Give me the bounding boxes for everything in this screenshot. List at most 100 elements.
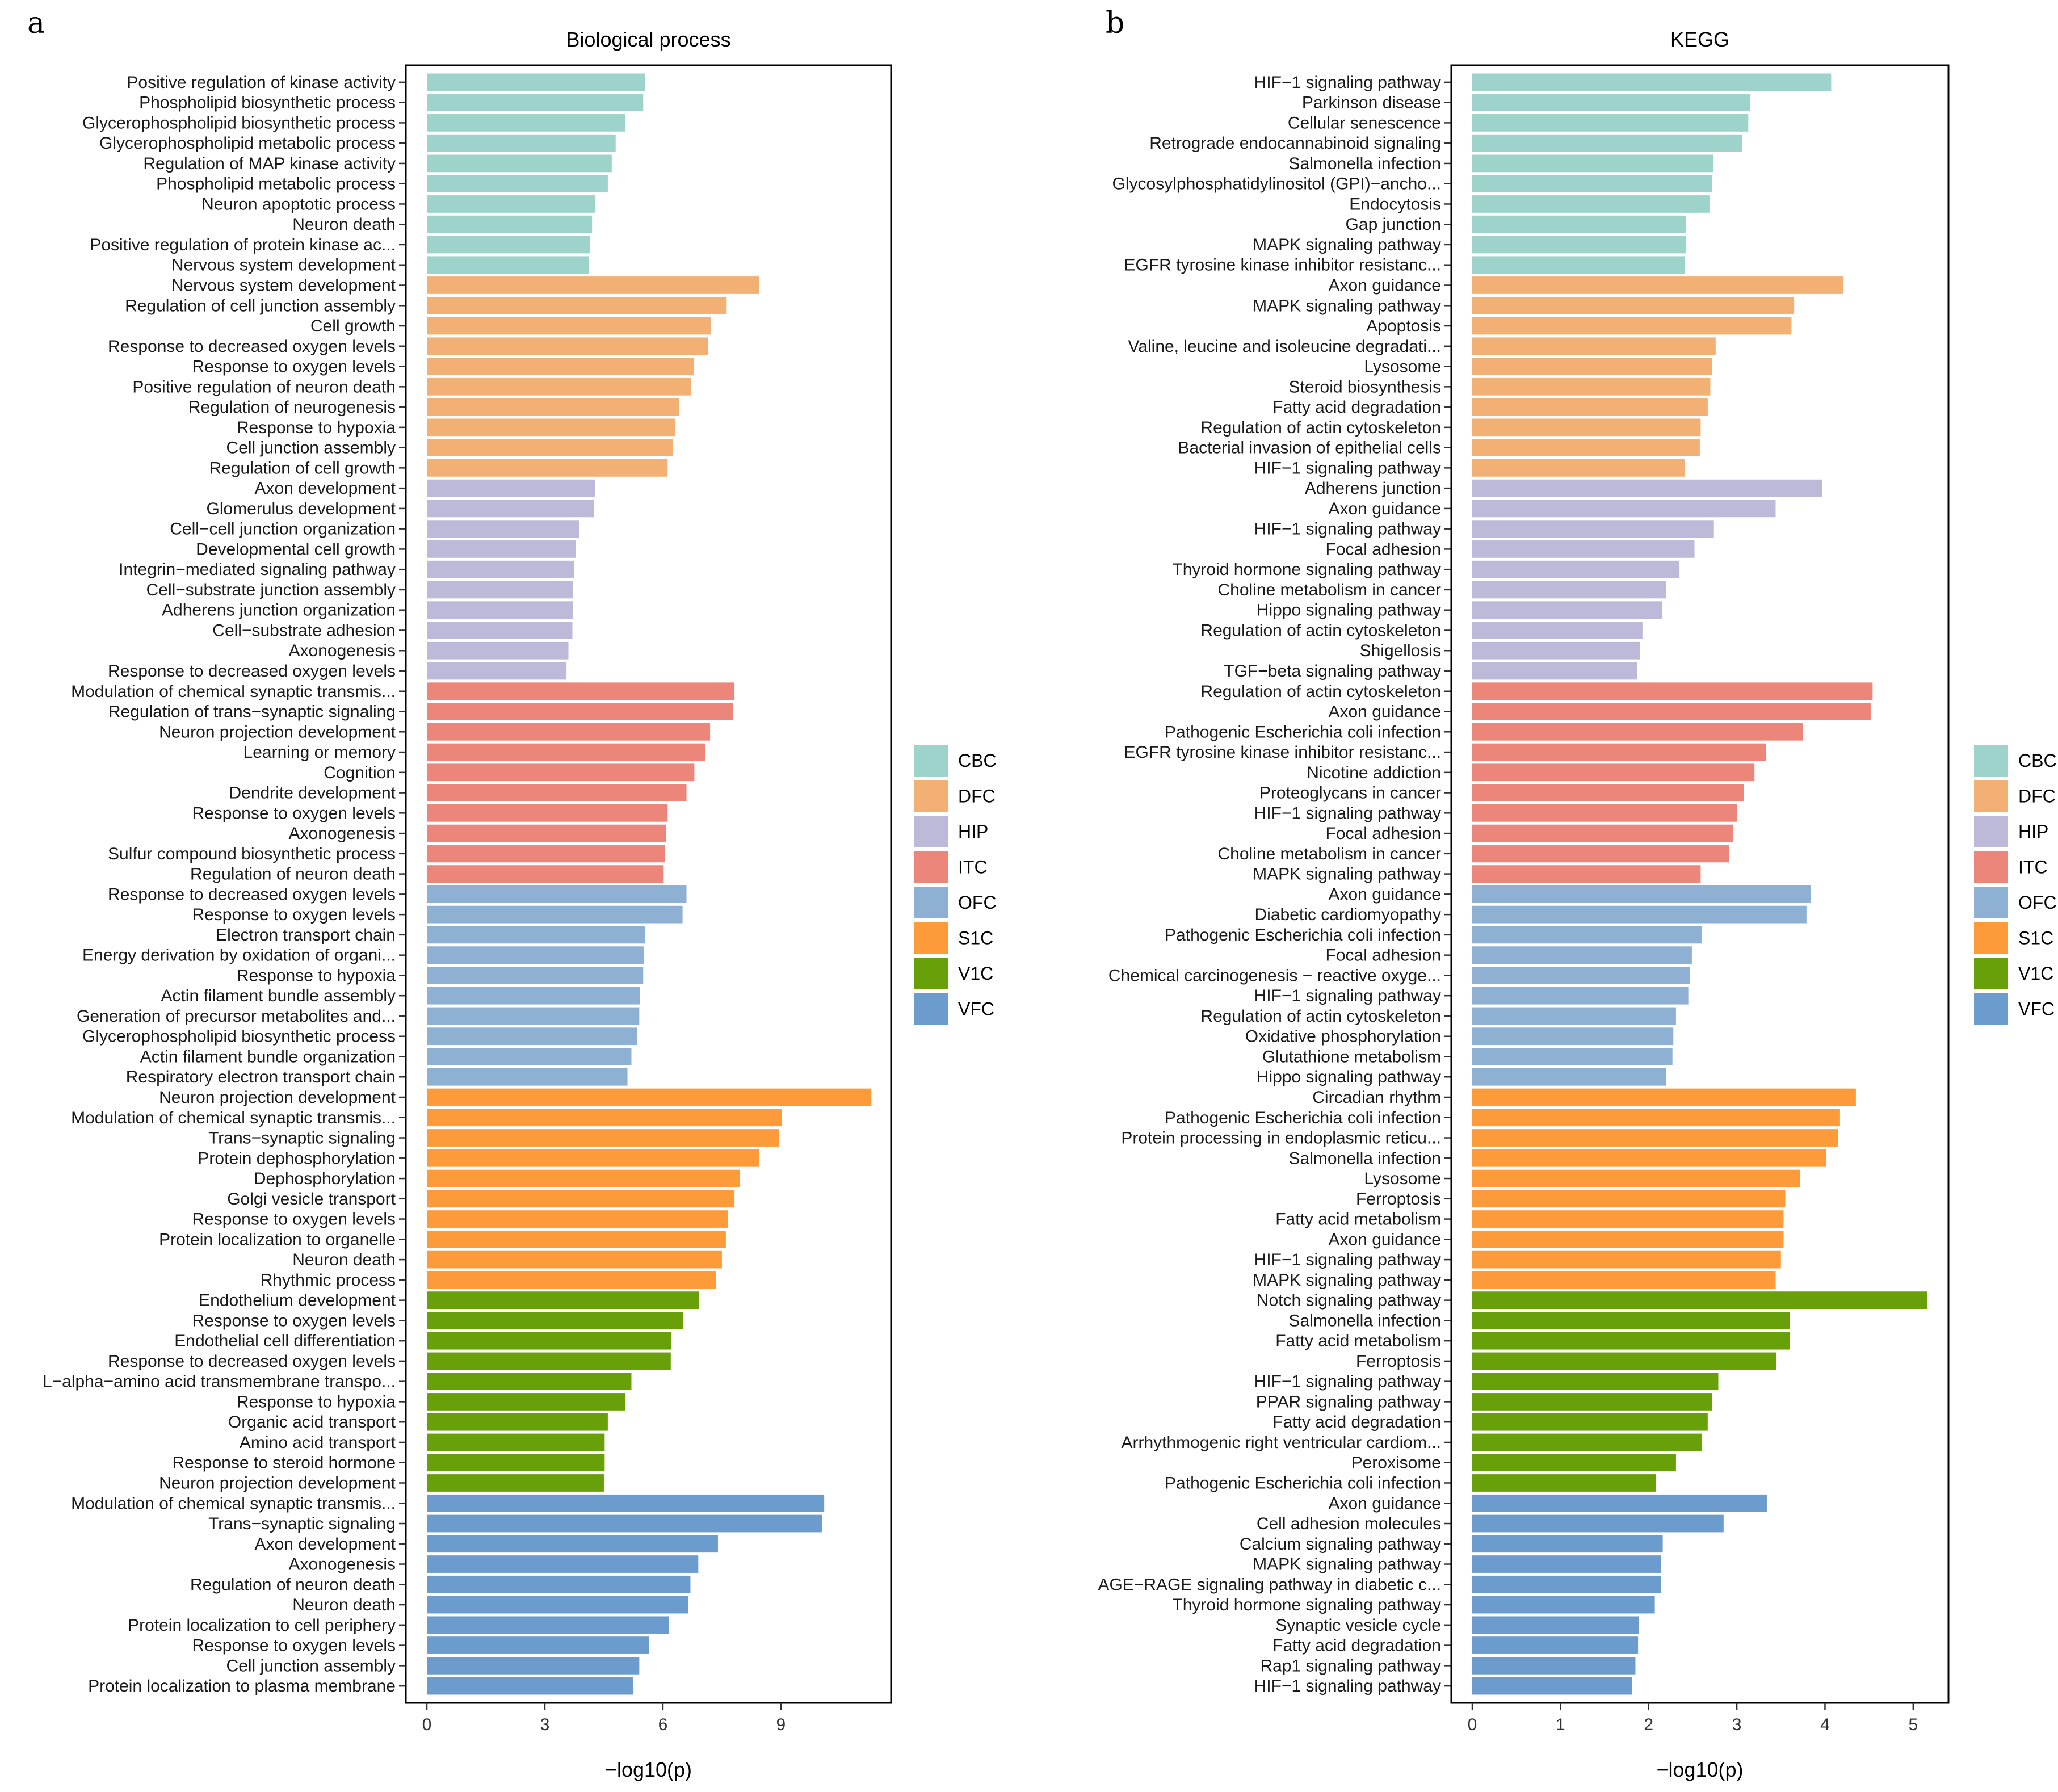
category-label: Generation of precursor metabolites and.… [77,1007,396,1026]
category-label: Neuron death [292,1596,396,1614]
category-label: Hippo signaling pathway [1257,1068,1441,1086]
bar [1472,1007,1676,1025]
category-label: AGE−RAGE signaling pathway in diabetic c… [1098,1575,1441,1594]
category-label: Endocytosis [1349,195,1441,213]
bar [1472,1454,1676,1472]
category-label: HIF−1 signaling pathway [1254,520,1441,539]
category-label: Response to oxygen levels [192,1210,396,1229]
category-label: Thyroid hormone signaling pathway [1172,1596,1441,1614]
bar [1472,967,1690,984]
bar [1472,317,1792,335]
bar [427,236,590,254]
bar [427,1494,825,1512]
legend: CBC DFC HIP ITC OFC S1C V1C VFC [1974,745,2057,1025]
bar [1472,1433,1702,1451]
category-label: L−alpha−amino acid transmembrane transpo… [43,1373,396,1391]
legend-label: V1C [958,963,993,984]
bar [1472,824,1733,842]
category-label: Adherens junction [1305,479,1441,498]
category-label: Cell growth [310,317,396,335]
bar [427,296,727,314]
category-label: Protein dephosphorylation [198,1149,396,1168]
category-label: Circadian rhythm [1312,1088,1441,1107]
category-label: Response to oxygen levels [192,1311,396,1330]
bar [1472,500,1776,518]
category-label: Modulation of chemical synaptic transmis… [71,1109,396,1127]
category-label: Regulation of actin cytoskeleton [1200,418,1441,437]
legend-label: ITC [958,857,988,878]
bar [1472,1332,1790,1350]
legend-swatch [914,851,948,883]
category-label: Axon development [255,1535,396,1554]
legend-label: HIP [958,821,988,842]
category-label: Response to oxygen levels [192,804,396,822]
category-label: Response to decreased oxygen levels [108,1352,396,1371]
category-label: HIF−1 signaling pathway [1254,459,1441,477]
bar [427,905,683,924]
legend-swatch [1974,958,2008,989]
category-label: TGF−beta signaling pathway [1224,662,1441,681]
category-label: Endothelial cell differentiation [174,1332,396,1350]
category-label: Rap1 signaling pathway [1260,1656,1441,1675]
category-label: Regulation of actin cytoskeleton [1200,621,1441,640]
bar [1472,784,1744,801]
category-label: Glomerulus development [206,500,396,518]
bar [427,804,668,822]
x-tick-label: 6 [658,1715,668,1734]
category-label: Fatty acid metabolism [1275,1332,1441,1350]
bar [427,73,645,91]
category-label: Glycerophospholipid biosynthetic process [82,114,396,132]
category-label: Regulation of trans−synaptic signaling [108,703,396,721]
bar [1472,1027,1674,1046]
bar [1472,215,1686,233]
category-label: Gap junction [1346,215,1441,234]
bar [1472,94,1750,112]
category-label: Salmonella infection [1289,1149,1442,1168]
category-label: Integrin−mediated signaling pathway [119,560,396,579]
category-label: Protein localization to cell periphery [128,1616,396,1635]
category-label: Pathogenic Escherichia coli infection [1165,723,1441,741]
bar [427,1454,605,1472]
legend-swatch [914,745,948,777]
category-label: Regulation of actin cytoskeleton [1200,1007,1441,1026]
bar [427,215,593,233]
bar [1472,1656,1636,1675]
bar [1472,1575,1661,1593]
legend: CBC DFC HIP ITC OFC S1C V1C VFC [914,745,997,1025]
bar [427,743,705,761]
x-tick-label: 5 [1909,1715,1918,1734]
bar [1472,520,1714,538]
category-label: Oxidative phosphorylation [1245,1027,1441,1046]
bar [427,1413,608,1431]
category-label: Peroxisome [1351,1454,1441,1472]
legend-swatch [914,816,948,847]
bar [427,987,640,1005]
category-label: Parkinson disease [1302,94,1441,112]
bar [1472,1048,1673,1065]
category-label: Glycosylphosphatidylinositol (GPI)−ancho… [1112,175,1441,194]
x-tick-label: 1 [1556,1715,1565,1734]
x-tick-label: 0 [1468,1715,1477,1734]
category-label: Regulation of neurogenesis [188,398,396,417]
category-label: Sulfur compound biosynthetic process [108,845,396,863]
category-label: Response to oxygen levels [192,905,396,924]
bar [427,377,691,396]
bar [1472,479,1822,497]
bar [1472,641,1640,660]
bar [427,926,645,944]
category-label: Neuron projection development [159,723,396,741]
bar [427,865,664,883]
bar [427,317,711,335]
category-label: Arrhythmogenic right ventricular cardiom… [1121,1433,1441,1452]
bar [427,175,608,193]
legend-label: S1C [2018,928,2053,949]
category-label: Axon guidance [1329,500,1442,518]
bar [427,520,579,538]
category-label: Modulation of chemical synaptic transmis… [71,682,396,701]
bar [427,1555,699,1573]
bar [427,946,644,964]
category-label: Retrograde endocannabinoid signaling [1149,134,1441,153]
legend-label: V1C [2018,963,2053,984]
bar [427,500,594,518]
legend-label: VFC [958,999,994,1019]
